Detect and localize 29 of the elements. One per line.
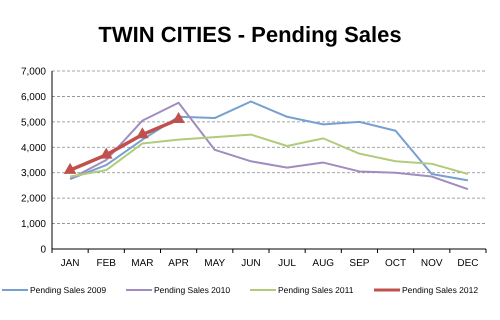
x-tick-label: JUL — [278, 258, 296, 269]
x-tick-label: FEB — [96, 258, 116, 269]
legend-label: Pending Sales 2011 — [278, 284, 354, 295]
x-tick-label: SEP — [349, 258, 370, 269]
y-tick-label: 3,000 — [20, 168, 46, 180]
y-tick-label: 6,000 — [20, 92, 46, 103]
legend-label: Pending Sales 2010 — [154, 284, 230, 295]
legend-label: Pending Sales 2012 — [402, 284, 478, 295]
y-tick-label: 4,000 — [20, 142, 46, 154]
x-tick-label: APR — [168, 258, 189, 269]
x-tick-label: JUN — [241, 258, 261, 269]
chart-title: TWIN CITIES - Pending Sales — [98, 22, 402, 47]
y-tick-label: 1,000 — [20, 219, 46, 230]
legend-label: Pending Sales 2009 — [30, 284, 106, 295]
point — [136, 127, 149, 138]
x-tick-label: AUG — [312, 258, 334, 269]
y-tick-label: 5,000 — [20, 117, 46, 128]
line-series — [69, 134, 469, 178]
x-tick-label: MAR — [131, 258, 154, 269]
y-tick-label: 2,000 — [20, 194, 46, 205]
x-tick-label: MAY — [204, 258, 226, 269]
x-tick-label: OCT — [385, 258, 406, 269]
point — [64, 162, 76, 174]
x-tick-label: DEC — [457, 258, 478, 269]
y-tick-label: 7,000 — [20, 66, 46, 78]
x-tick-label: NOV — [420, 258, 443, 269]
point — [100, 148, 113, 159]
y-tick-label: 0 — [40, 244, 46, 256]
x-tick-label: JAN — [60, 258, 80, 269]
